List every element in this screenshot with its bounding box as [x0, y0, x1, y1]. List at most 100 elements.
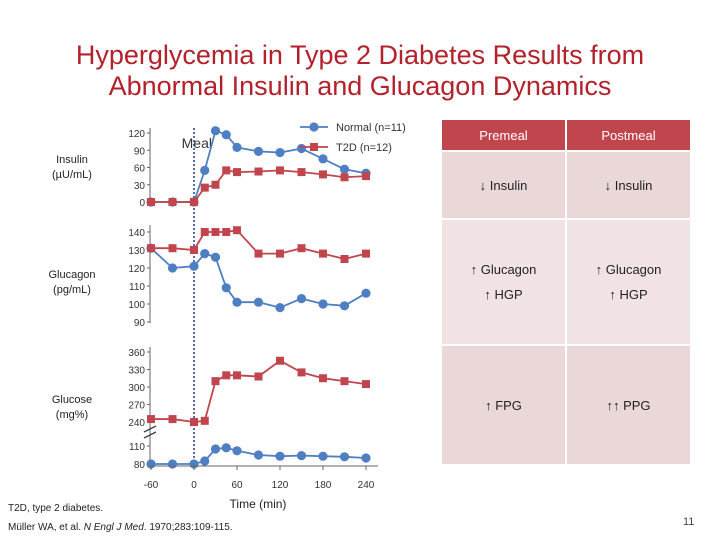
point-1-t2d-0 — [190, 198, 198, 206]
point-3-t2d-60 — [233, 371, 241, 380]
y-tick-label-2-120: 120 — [128, 264, 145, 275]
point-3-t2d-120 — [276, 356, 284, 365]
point-3-t2d-30 — [211, 377, 220, 386]
point-1-normal-90 — [253, 146, 264, 156]
y-tick-label-2-130: 130 — [128, 246, 145, 257]
y-axis-label-2-0: Glucagon — [48, 269, 95, 281]
title-line-2: Abnormal Insulin and Glucagon Dynamics — [108, 71, 612, 101]
cell-premeal-hgp-text: ↑ HGP — [484, 287, 523, 302]
point-3-normal-180 — [318, 451, 328, 461]
point-2-t2d-120 — [276, 249, 284, 258]
point-2-normal-150 — [296, 294, 307, 304]
cell-premeal-glucagon-text: ↑ Glucagon — [470, 262, 537, 277]
citation: Müller WA, et al. N Engl J Med. 1970;283… — [8, 522, 233, 533]
cell-postmeal-hgp-text: ↑ HGP — [609, 287, 648, 302]
y-tick-label-1-60: 60 — [134, 164, 146, 175]
point-3-normal-210 — [339, 452, 350, 462]
axis-break-mark-2 — [143, 431, 157, 439]
point-3-normal-45 — [221, 443, 231, 453]
point-2-normal--30 — [167, 263, 178, 273]
point-2-t2d--60 — [147, 244, 155, 253]
axis-break-mark-1 — [143, 425, 157, 433]
x-tick-label-60: 60 — [231, 480, 243, 491]
point-3-t2d-45 — [222, 371, 231, 380]
point-3-normal-150 — [296, 451, 307, 461]
y-axis-label-1-0: Insulin — [56, 154, 88, 166]
point-2-normal-240 — [361, 288, 371, 298]
point-1-normal-30 — [210, 126, 221, 136]
cell-premeal-insulin: ↓ Insulin — [442, 152, 565, 218]
point-1-normal-150 — [296, 143, 307, 154]
point-2-normal-15 — [200, 249, 210, 259]
point-2-t2d-60 — [233, 226, 241, 235]
point-1-t2d-120 — [276, 166, 284, 175]
citation-journal: N Engl J Med — [83, 522, 144, 533]
point-2-normal-180 — [318, 299, 328, 309]
title-line-1: Hyperglycemia in Type 2 Diabetes Results… — [75, 40, 645, 70]
cell-postmeal-glucagon: ↑ Glucagon ↑ HGP — [567, 220, 690, 344]
point-3-normal-240 — [361, 453, 371, 463]
point-2-t2d-210 — [340, 255, 349, 263]
table-row-glucagon: ↑ Glucagon ↑ HGP ↑ Glucagon ↑ HGP — [442, 220, 692, 344]
table-header-row: Premeal Postmeal — [442, 120, 692, 152]
y-tick-label-2-100: 100 — [128, 300, 145, 311]
point-3-t2d-240 — [362, 380, 370, 389]
point-2-t2d-90 — [254, 249, 263, 258]
point-2-t2d--30 — [168, 244, 177, 253]
point-2-normal-45 — [221, 283, 231, 293]
citation-rest: . 1970;283:109-115. — [143, 522, 233, 533]
table-row-glucose: ↑ FPG ↑↑ PPG — [442, 344, 692, 464]
comparison-table: Premeal Postmeal ↓ Insulin ↓ Insulin ↑ G… — [442, 120, 692, 464]
y-tick-label-1-30: 30 — [134, 181, 146, 192]
y-tick-label-3-360: 360 — [128, 348, 145, 359]
point-2-t2d-180 — [319, 249, 327, 258]
citation-authors: Müller WA, et al. — [8, 522, 84, 533]
point-1-t2d-45 — [222, 166, 231, 175]
point-1-normal-120 — [275, 147, 285, 158]
x-tick-label-240: 240 — [358, 480, 375, 491]
point-2-t2d-150 — [297, 244, 306, 253]
cell-postmeal-ppg: ↑↑ PPG — [567, 346, 690, 464]
point-3-t2d-210 — [340, 377, 349, 386]
meal-label: Meal — [182, 135, 212, 151]
point-3-t2d-90 — [254, 372, 263, 381]
y-tick-label-2-140: 140 — [128, 228, 145, 239]
point-2-t2d-240 — [362, 249, 370, 258]
point-3-normal-15 — [200, 456, 210, 466]
y-tick-label-3-240: 240 — [128, 418, 145, 429]
y-axis-label-2-1: (pg/mL) — [53, 284, 91, 296]
point-2-t2d-15 — [200, 228, 209, 236]
point-1-normal-180 — [318, 154, 328, 164]
point-3-t2d-180 — [319, 374, 327, 383]
point-1-t2d-30 — [211, 180, 220, 189]
point-1-normal-60 — [232, 142, 242, 152]
series-line-3-t2d — [151, 359, 367, 423]
point-3-normal-120 — [275, 451, 285, 461]
point-2-normal-90 — [253, 297, 264, 307]
x-tick-label-120: 120 — [272, 480, 289, 491]
point-1-normal-45 — [221, 130, 231, 140]
point-2-normal-60 — [232, 297, 242, 307]
legend-marker-normal — [309, 122, 319, 132]
point-2-t2d-0 — [190, 246, 198, 254]
y-tick-label-3-300: 300 — [128, 383, 145, 394]
y-tick-label-1-0: 0 — [139, 198, 145, 209]
header-premeal: Premeal — [442, 120, 565, 150]
point-2-normal-30 — [210, 252, 221, 262]
point-1-t2d-60 — [233, 168, 241, 177]
y-tick-label-3-330: 330 — [128, 366, 145, 377]
y-tick-label-3-80: 80 — [134, 460, 146, 471]
header-postmeal: Postmeal — [567, 120, 690, 150]
point-3-t2d-15 — [200, 416, 209, 425]
y-tick-label-2-90: 90 — [134, 318, 146, 329]
y-axis-label-3-0: Glucose — [52, 394, 92, 406]
point-1-t2d-150 — [297, 168, 306, 177]
point-3-t2d--30 — [168, 415, 177, 424]
point-1-t2d-210 — [340, 173, 349, 182]
y-tick-label-3-270: 270 — [128, 401, 145, 412]
point-1-t2d-180 — [319, 170, 327, 179]
x-axis-label: Time (min) — [230, 497, 287, 511]
page-number: 11 — [683, 516, 695, 528]
y-axis-label-3-1: (mg%) — [56, 409, 88, 421]
